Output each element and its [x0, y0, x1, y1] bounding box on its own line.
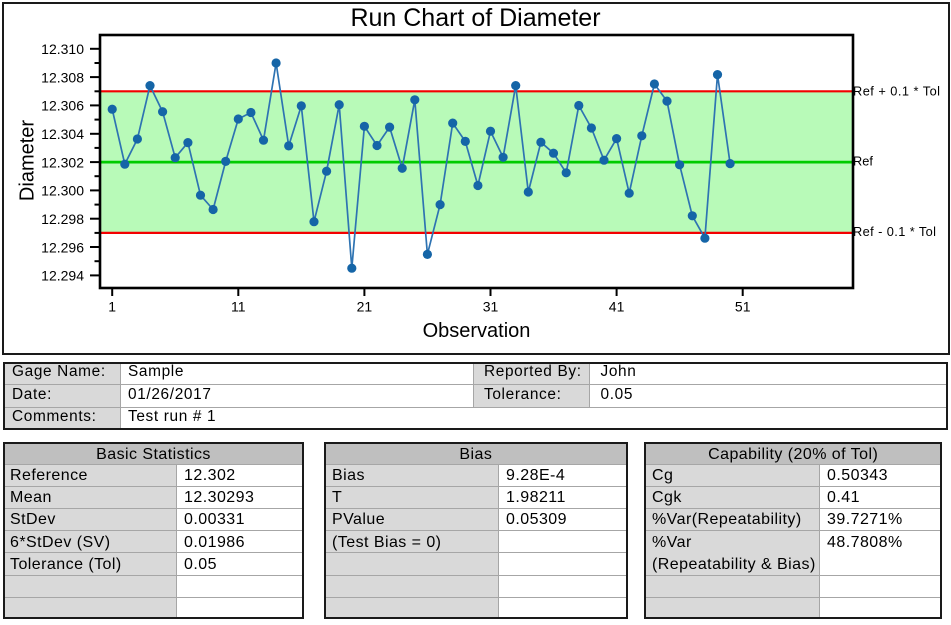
- svg-text:51: 51: [735, 299, 751, 315]
- svg-text:12.302: 12.302: [41, 154, 84, 170]
- svg-text:Observation: Observation: [423, 320, 531, 342]
- svg-text:Ref + 0.1 * Tol: Ref + 0.1 * Tol: [853, 83, 940, 98]
- svg-text:12.298: 12.298: [41, 211, 84, 227]
- svg-text:12.294: 12.294: [41, 268, 84, 284]
- svg-text:1: 1: [108, 299, 116, 315]
- svg-text:12.310: 12.310: [41, 41, 84, 57]
- svg-text:11: 11: [231, 299, 246, 315]
- svg-text:41: 41: [609, 299, 625, 315]
- svg-text:12.306: 12.306: [41, 98, 84, 114]
- svg-text:Ref - 0.1 * Tol: Ref - 0.1 * Tol: [853, 224, 936, 239]
- svg-text:Diameter: Diameter: [17, 120, 39, 201]
- svg-text:31: 31: [483, 299, 499, 315]
- svg-text:12.304: 12.304: [41, 126, 84, 142]
- svg-text:21: 21: [357, 299, 373, 315]
- svg-text:12.308: 12.308: [41, 69, 84, 85]
- svg-text:12.296: 12.296: [41, 239, 84, 255]
- svg-text:12.300: 12.300: [41, 183, 84, 199]
- svg-text:Ref: Ref: [853, 154, 873, 169]
